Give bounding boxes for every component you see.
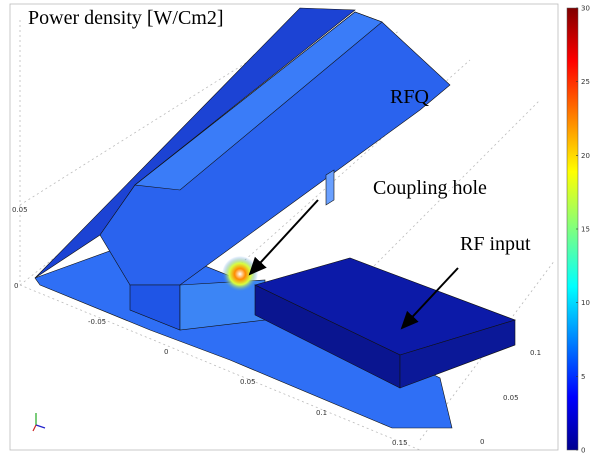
z-tick-label: 0.05 — [12, 206, 28, 214]
x-tick-label: 0.1 — [316, 409, 327, 417]
arrows — [248, 199, 459, 330]
colorbar-tick-label: 15 — [581, 226, 590, 234]
colorbar-tick-label: 20 — [581, 152, 590, 160]
colorbar-tick-label: 5 — [581, 373, 585, 381]
geometry — [34, 7, 516, 429]
annotation: Coupling hole — [373, 177, 487, 199]
y-tick-label: 0.1 — [530, 349, 541, 357]
x-tick-label: -0.05 — [88, 318, 106, 326]
y-tick-label: 0 — [480, 438, 484, 446]
hot-spot — [222, 256, 258, 292]
colorbar-ticks: 0 5 10 15 20 25 30 — [576, 5, 590, 455]
z-tick-label: 0 — [14, 282, 18, 290]
annotation: RF input — [460, 233, 531, 255]
colorbar-tick-label: 30 — [581, 5, 590, 13]
x-tick-label: 0.05 — [240, 378, 256, 386]
x-tick-label: 0 — [164, 348, 168, 356]
annotation: RFQ — [390, 86, 429, 108]
title: Power density [W/Cm2] — [28, 7, 224, 29]
axis-labels: 0.05 0 -0.05 0 0.05 0.1 0.15 0.1 0.05 0 — [12, 206, 541, 447]
y-tick-label: 0.05 — [503, 394, 519, 402]
colorbar-tick-label: 0 — [581, 447, 585, 455]
x-tick-label: 0.15 — [392, 439, 408, 447]
colorbar-tick-label: 25 — [581, 78, 590, 86]
axis-triad — [32, 413, 46, 432]
colorbar-tick-label: 10 — [581, 299, 590, 307]
